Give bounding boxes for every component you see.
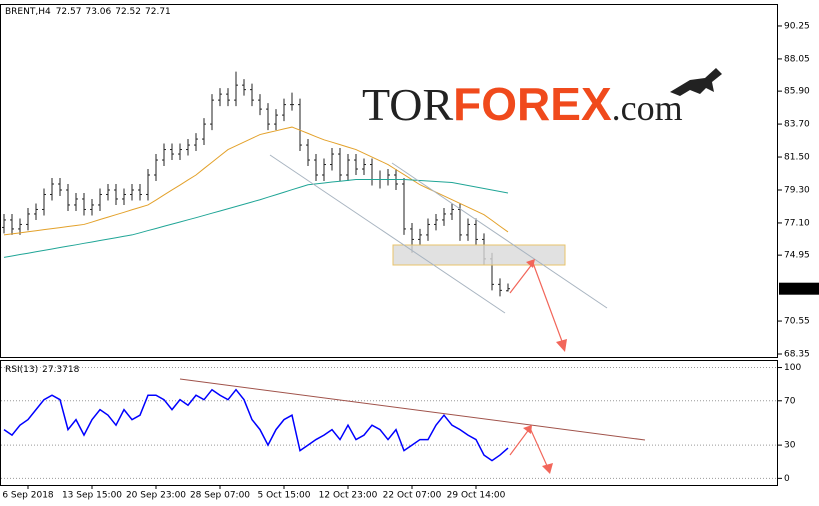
last-low: 72.52 bbox=[115, 7, 141, 17]
x-tick-label: 22 Oct 07:00 bbox=[383, 491, 442, 501]
y-tick-label: 30 bbox=[784, 441, 796, 451]
y-tick-label: 74.95 bbox=[784, 251, 810, 261]
resistance-zone bbox=[392, 244, 566, 266]
symbol: BRENT,H4 bbox=[5, 7, 51, 17]
rsi-last: 27.3718 bbox=[42, 365, 79, 375]
rsi-arrow-heads bbox=[523, 425, 553, 474]
y-tick-label: 100 bbox=[784, 363, 801, 373]
logo-text: TORFOREX.com bbox=[362, 78, 683, 130]
rsi-title: RSI(13) bbox=[5, 365, 38, 375]
annotations bbox=[179, 154, 646, 474]
logo-part: .com bbox=[612, 88, 683, 128]
y-tick-label: 70 bbox=[784, 396, 796, 406]
y-tick-label: 77.10 bbox=[784, 218, 810, 228]
x-tick-label: 28 Sep 07:00 bbox=[190, 491, 250, 501]
channel-lower bbox=[269, 154, 506, 314]
moving-average bbox=[3, 179, 509, 258]
last-close: 72.71 bbox=[145, 7, 171, 17]
y-tick-label: 90.25 bbox=[784, 21, 810, 31]
rsi-trendline bbox=[179, 378, 646, 441]
forecast-arrow bbox=[509, 261, 564, 345]
x-tick-label: 13 Sep 15:00 bbox=[62, 491, 122, 501]
rsi-forecast-arrow bbox=[509, 426, 549, 469]
y-tick-label: 0 bbox=[784, 474, 790, 484]
x-tick-label: 5 Oct 15:00 bbox=[258, 491, 311, 501]
price-label-box bbox=[779, 282, 819, 295]
bull-icon bbox=[670, 68, 722, 96]
y-tick-label: 68.35 bbox=[784, 350, 810, 360]
rsi-header: RSI(13) 27.3718 bbox=[5, 365, 80, 375]
channel-upper bbox=[391, 162, 608, 309]
rsi-panel-frame bbox=[0, 360, 778, 486]
y-tick-label: 88.05 bbox=[784, 54, 810, 64]
arrow-heads bbox=[526, 259, 567, 352]
x-tick-label: 20 Sep 23:00 bbox=[126, 491, 186, 501]
price-label: 72.71 bbox=[782, 284, 808, 294]
rsi-line bbox=[3, 388, 509, 462]
last-open: 72.57 bbox=[56, 7, 82, 17]
ohlc-bars bbox=[2, 71, 510, 297]
y-tick-label: 85.90 bbox=[784, 87, 810, 97]
x-tick-label: 12 Oct 23:00 bbox=[319, 491, 378, 501]
main-header: BRENT,H4 72.57 73.06 72.52 72.71 bbox=[5, 7, 171, 17]
y-tick-label: 70.55 bbox=[784, 317, 810, 327]
y-tick-label: 81.50 bbox=[784, 153, 810, 163]
last-high: 73.06 bbox=[85, 7, 111, 17]
logo: TORFOREX.com bbox=[362, 68, 722, 130]
logo-part: TOR bbox=[362, 79, 453, 130]
moving-average bbox=[3, 126, 509, 236]
main-panel-frame bbox=[0, 4, 778, 358]
x-tick-label: 6 Sep 2018 bbox=[2, 491, 54, 501]
logo-part: FOREX bbox=[453, 78, 612, 130]
y-tick-label: 79.30 bbox=[784, 185, 810, 195]
x-tick-label: 29 Oct 14:00 bbox=[447, 491, 506, 501]
y-tick-label: 83.70 bbox=[784, 120, 810, 130]
